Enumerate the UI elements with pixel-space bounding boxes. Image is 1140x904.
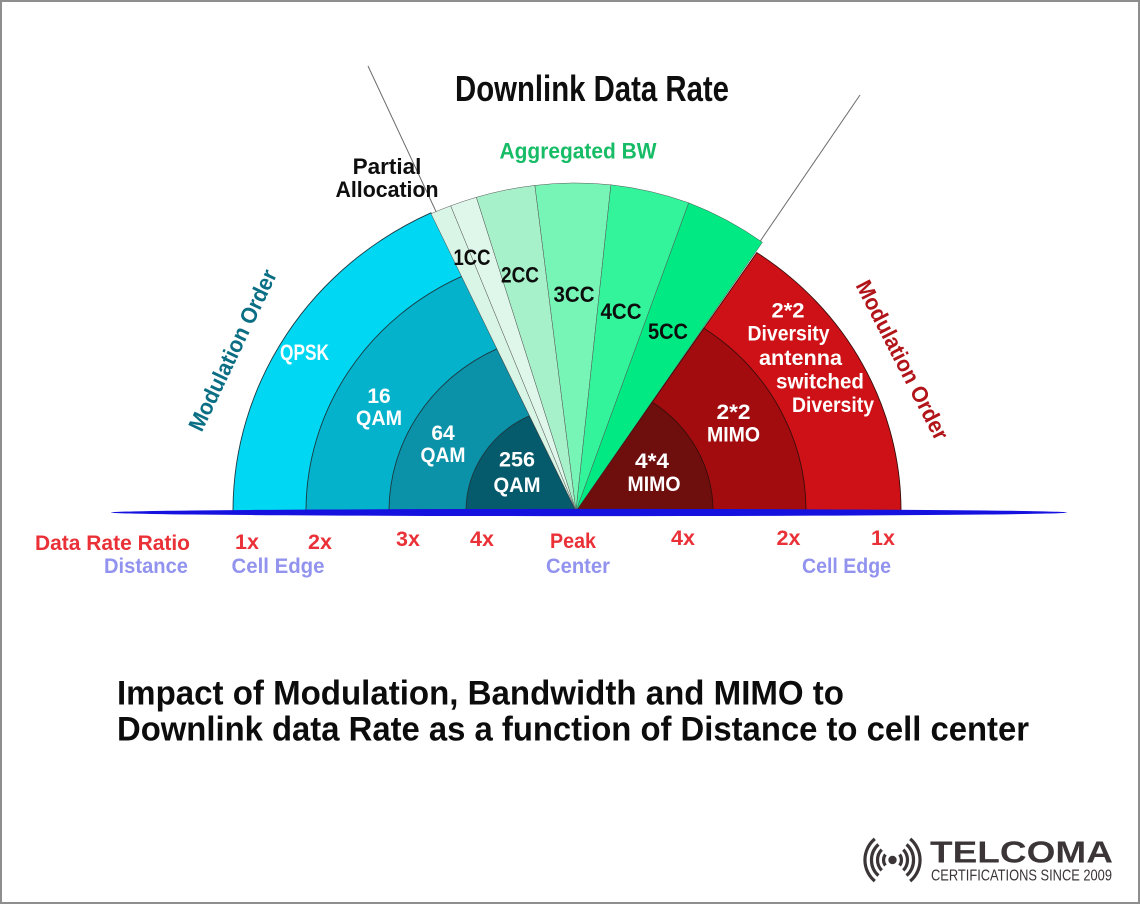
svg-text:1CC: 1CC <box>454 245 491 270</box>
svg-text:4x: 4x <box>671 526 695 550</box>
svg-text:3x: 3x <box>396 527 420 551</box>
svg-text:switched: switched <box>776 371 864 394</box>
svg-text:Data Rate Ratio: Data Rate Ratio <box>35 531 190 555</box>
svg-text:TELCOMA: TELCOMA <box>930 835 1113 870</box>
svg-text:Distance: Distance <box>104 554 188 578</box>
svg-text:2*2: 2*2 <box>772 300 805 323</box>
svg-text:1x: 1x <box>871 526 895 550</box>
svg-text:MIMO: MIMO <box>707 424 760 447</box>
svg-text:4x: 4x <box>470 527 494 551</box>
svg-text:2CC: 2CC <box>501 263 539 288</box>
svg-text:Downlink Data Rate: Downlink Data Rate <box>455 68 729 109</box>
svg-text:QAM: QAM <box>494 474 541 497</box>
svg-text:256: 256 <box>499 449 535 472</box>
svg-text:4CC: 4CC <box>601 299 642 324</box>
svg-text:1x: 1x <box>235 530 259 554</box>
svg-text:2*2: 2*2 <box>717 401 751 424</box>
svg-text:2x: 2x <box>308 530 332 554</box>
svg-text:16: 16 <box>367 385 390 408</box>
svg-text:QAM: QAM <box>421 444 466 467</box>
svg-text:Allocation: Allocation <box>336 177 439 202</box>
svg-text:Aggregated BW: Aggregated BW <box>500 139 658 164</box>
svg-text:Diversity: Diversity <box>792 394 874 417</box>
svg-text:Impact of Modulation, Bandwidt: Impact of Modulation, Bandwidth and MIMO… <box>117 674 844 712</box>
svg-text:antenna: antenna <box>759 347 842 370</box>
svg-text:CERTIFICATIONS SINCE 2009: CERTIFICATIONS SINCE 2009 <box>931 868 1112 885</box>
svg-text:QPSK: QPSK <box>280 340 329 365</box>
svg-text:5CC: 5CC <box>648 319 688 344</box>
svg-text:Cell Edge: Cell Edge <box>802 554 891 578</box>
svg-text:4*4: 4*4 <box>635 450 669 473</box>
svg-text:QAM: QAM <box>356 407 402 430</box>
svg-text:Center: Center <box>546 554 611 578</box>
svg-text:Downlink data Rate as a functi: Downlink data Rate as a function of Dist… <box>117 711 1029 749</box>
svg-text:MIMO: MIMO <box>628 473 681 496</box>
svg-text:Cell Edge: Cell Edge <box>232 554 325 578</box>
svg-text:64: 64 <box>431 422 455 445</box>
svg-text:Peak: Peak <box>550 529 596 553</box>
svg-text:Partial: Partial <box>353 154 422 179</box>
svg-text:Diversity: Diversity <box>748 323 830 346</box>
svg-text:3CC: 3CC <box>554 282 595 307</box>
svg-text:2x: 2x <box>777 526 801 550</box>
